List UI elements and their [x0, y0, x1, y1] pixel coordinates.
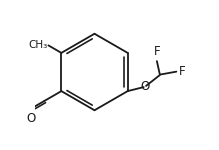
Text: F: F: [179, 65, 185, 78]
Text: CH₃: CH₃: [28, 40, 48, 50]
Text: O: O: [140, 80, 150, 93]
Text: F: F: [154, 45, 160, 58]
Text: O: O: [27, 112, 36, 125]
